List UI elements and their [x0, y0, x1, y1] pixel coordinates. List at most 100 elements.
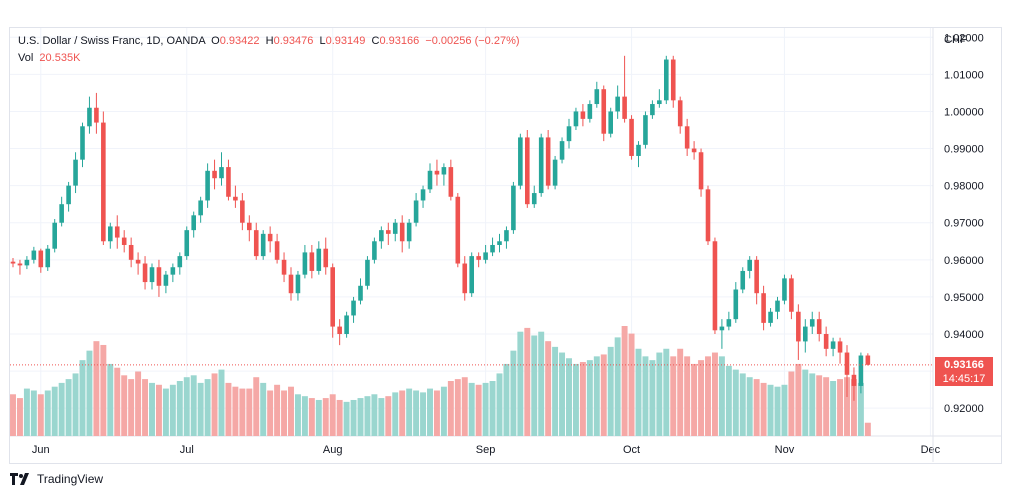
volume-bar — [642, 356, 649, 436]
candle-body — [545, 137, 551, 186]
volume-bar — [691, 363, 698, 436]
volume-bar — [211, 373, 218, 436]
candle-body — [525, 137, 530, 205]
volume-bar — [65, 379, 72, 436]
volume-bar — [253, 377, 260, 436]
candle-body — [573, 111, 579, 127]
volume-bar — [218, 369, 225, 436]
y-tick-label: 1.01000 — [944, 69, 984, 81]
volume-bar — [392, 392, 399, 436]
volume-bar — [350, 399, 357, 436]
candle-body — [657, 100, 662, 105]
candle-body — [733, 289, 739, 320]
volume-bar — [552, 346, 559, 436]
candle-body — [837, 341, 843, 353]
candle-body — [392, 222, 398, 234]
volume-bar — [72, 373, 79, 436]
candle-body — [469, 256, 474, 294]
candle-body — [267, 233, 273, 242]
volume-label: Vol — [18, 52, 34, 64]
symbol-title[interactable]: U.S. Dollar / Swiss Franc, 1D, OANDA — [18, 35, 206, 47]
high-label: H — [265, 35, 274, 47]
candle-body — [566, 126, 572, 142]
volume-bar — [79, 360, 86, 436]
x-tick-label: Jul — [180, 444, 194, 456]
volume-bar — [315, 399, 322, 436]
y-tick-label: 0.95000 — [944, 292, 984, 304]
chart-frame — [9, 27, 1002, 464]
volume-bar — [225, 382, 232, 436]
volume-bar — [149, 382, 155, 436]
candle-body — [101, 122, 106, 242]
volume-bar — [121, 375, 128, 436]
candle-body — [844, 352, 850, 375]
candle-body — [705, 189, 711, 242]
candle-body — [497, 241, 502, 245]
candle-body — [302, 252, 308, 275]
volume-bar — [274, 384, 281, 436]
candle-body — [121, 237, 127, 245]
candle-body — [427, 170, 433, 190]
candle-body — [66, 185, 71, 205]
volume-bar — [135, 371, 142, 436]
volume-bar — [718, 356, 725, 436]
volume-value: 20.535K — [39, 52, 81, 64]
volume-bar — [447, 381, 454, 436]
candle-body — [677, 100, 683, 127]
y-tick-label: 1.02000 — [944, 32, 984, 44]
volume-bar — [767, 384, 774, 436]
volume-bar — [239, 388, 246, 436]
candle-body — [372, 241, 377, 260]
volume-bar — [308, 398, 315, 436]
volume-bar — [183, 377, 190, 436]
volume-bar — [232, 386, 239, 436]
volume-bar — [281, 390, 288, 436]
volume-bar — [475, 384, 482, 436]
candle-body — [615, 96, 620, 112]
volume-bar — [23, 388, 30, 436]
candle-body — [274, 241, 280, 260]
volume-bar — [677, 348, 684, 436]
volume-bar — [128, 379, 135, 436]
volume-legend[interactable]: Vol 20.535K — [18, 52, 80, 64]
candle-body — [184, 230, 190, 257]
candle-body — [295, 274, 301, 294]
currency-label[interactable]: CHF — [944, 34, 967, 46]
candle-body — [594, 89, 600, 105]
candle-body — [399, 222, 405, 242]
volume-bar — [364, 396, 371, 436]
volume-bar — [246, 388, 253, 436]
volume-bar — [725, 365, 732, 436]
candle-body — [344, 315, 349, 334]
x-tick-label: Sep — [476, 444, 496, 456]
x-tick-label: Jun — [32, 444, 50, 456]
volume-bar — [51, 386, 58, 436]
volume-bar — [413, 390, 420, 436]
volume-bar — [864, 422, 871, 436]
low-label: L — [319, 35, 326, 47]
volume-bar — [16, 398, 23, 436]
volume-bar — [538, 331, 545, 436]
volume-bar — [100, 344, 107, 436]
candle-body — [163, 274, 169, 286]
candle-body — [552, 159, 558, 186]
volume-bar — [371, 394, 378, 436]
volume-bar — [107, 363, 114, 436]
volume-bar — [169, 384, 176, 436]
volume-bar — [385, 396, 392, 436]
candle-body — [135, 259, 141, 264]
volume-bar — [524, 327, 531, 436]
candle-body — [462, 263, 468, 294]
open-label: O — [211, 35, 220, 47]
y-tick-label: 0.98000 — [944, 181, 984, 193]
candle-body — [87, 107, 92, 127]
volume-bar — [489, 381, 496, 436]
candle-body — [386, 230, 391, 234]
volume-bar — [746, 377, 753, 436]
tradingview-brand[interactable]: TradingView — [10, 472, 103, 486]
volume-bar — [830, 381, 837, 436]
candle-body — [219, 167, 224, 179]
volume-bar — [155, 384, 162, 436]
volume-bar — [732, 369, 739, 436]
